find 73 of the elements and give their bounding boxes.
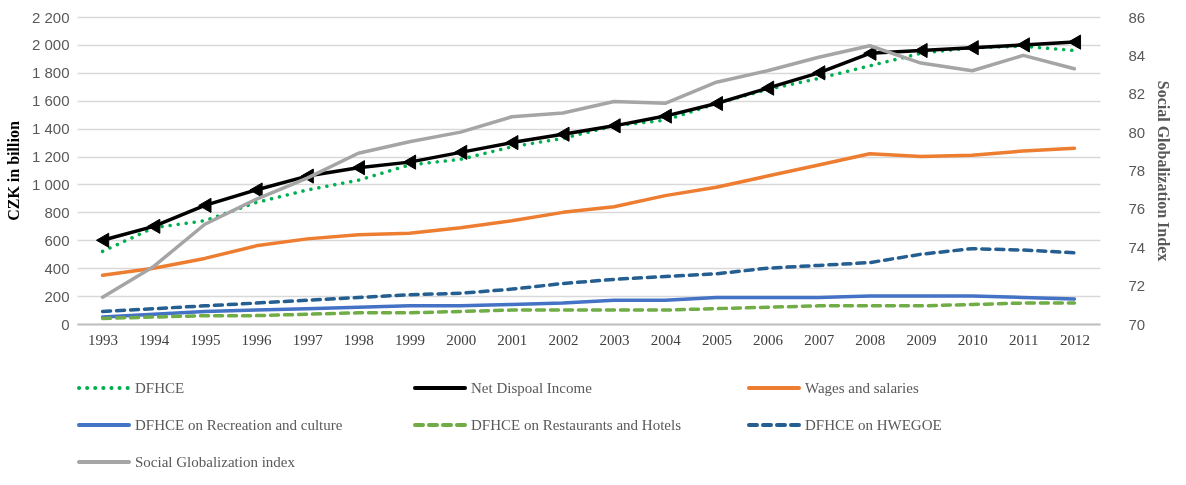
point xyxy=(147,218,161,234)
legend-label: Wages and salaries xyxy=(805,380,919,396)
point xyxy=(198,197,212,213)
x-tick-label: 1994 xyxy=(139,331,170,348)
y2-tick-label: 72 xyxy=(1128,277,1146,295)
point xyxy=(965,40,979,56)
y-axis-title: CZK in billion xyxy=(4,121,22,221)
y-tick-label: 1 200 xyxy=(31,148,70,166)
y-tick-label: 600 xyxy=(44,231,70,249)
point xyxy=(812,65,826,81)
legend-label: DFHCE xyxy=(135,380,185,396)
y-tick-label: 1 800 xyxy=(31,64,70,82)
point xyxy=(1067,34,1082,50)
x-tick-label: 2004 xyxy=(650,331,682,348)
y2-tick-label: 80 xyxy=(1128,123,1146,141)
x-tick-label: 1998 xyxy=(343,331,374,348)
point xyxy=(402,154,417,170)
x-tick-label: 2008 xyxy=(855,331,886,348)
x-tick-label: 1995 xyxy=(190,331,221,348)
line-series xyxy=(100,44,1077,299)
y-tick-label: 1 600 xyxy=(31,92,70,110)
point xyxy=(863,45,877,61)
y2-tick-label: 86 xyxy=(1128,8,1146,26)
y2-tick-label: 84 xyxy=(1128,46,1146,64)
x-tick-label: 2001 xyxy=(497,331,528,348)
y2-tick-label: 76 xyxy=(1128,200,1146,218)
point xyxy=(454,144,468,160)
y2-tick-label: 74 xyxy=(1128,238,1146,256)
y2-axis-title: Social Globalization Index xyxy=(1155,80,1173,262)
legend-label: Net Dispoal Income xyxy=(471,380,593,396)
line-series xyxy=(100,301,1077,321)
y2-tick-label: 70 xyxy=(1128,315,1146,333)
line-series xyxy=(100,146,1077,277)
x-tick-label: 2011 xyxy=(1009,331,1039,348)
x-tick-label: 2010 xyxy=(957,331,988,348)
y-tick-label: 1 000 xyxy=(31,175,70,193)
x-tick-label: 1997 xyxy=(292,331,324,348)
point xyxy=(760,80,775,96)
y-tick-label: 200 xyxy=(44,287,70,305)
x-tick-label: 2002 xyxy=(548,331,579,348)
x-tick-label: 2009 xyxy=(906,331,937,348)
x-tick-label: 2003 xyxy=(599,331,630,348)
point xyxy=(658,108,672,124)
x-tick-label: 1993 xyxy=(88,331,119,348)
legend-label: DFHCE on Recreation and culture xyxy=(135,417,343,433)
point xyxy=(505,135,519,151)
x-tick-label: 2006 xyxy=(753,331,784,348)
x-tick-label: 2005 xyxy=(701,331,732,348)
y-tick-label: 800 xyxy=(44,203,70,221)
point xyxy=(709,95,723,112)
x-tick-label: 2000 xyxy=(446,331,477,348)
legend-label: DFHCE on HWEGOE xyxy=(805,417,942,433)
y-tick-label: 2 200 xyxy=(31,8,70,26)
line-series xyxy=(100,294,1077,319)
point xyxy=(607,118,621,134)
point xyxy=(556,126,570,142)
point xyxy=(351,160,365,176)
y-tick-label: 400 xyxy=(44,259,70,277)
x-tick-label: 2012 xyxy=(1059,331,1090,348)
point xyxy=(1016,37,1030,53)
x-tick-label: 1996 xyxy=(241,331,273,348)
x-tick-label: 1999 xyxy=(394,331,425,348)
y2-tick-label: 82 xyxy=(1128,85,1146,103)
x-tick-label: 2007 xyxy=(804,331,835,348)
point xyxy=(249,182,263,198)
line-series xyxy=(100,246,1077,314)
y-tick-label: 1 400 xyxy=(31,120,70,138)
y-tick-label: 0 xyxy=(61,315,70,333)
point xyxy=(95,232,110,248)
y2-tick-label: 78 xyxy=(1128,162,1146,179)
y-tick-label: 2 000 xyxy=(31,36,70,54)
legend-label: DFHCE on Restaurants and Hotels xyxy=(471,417,682,433)
legend-label: Social Globalization index xyxy=(135,454,296,470)
